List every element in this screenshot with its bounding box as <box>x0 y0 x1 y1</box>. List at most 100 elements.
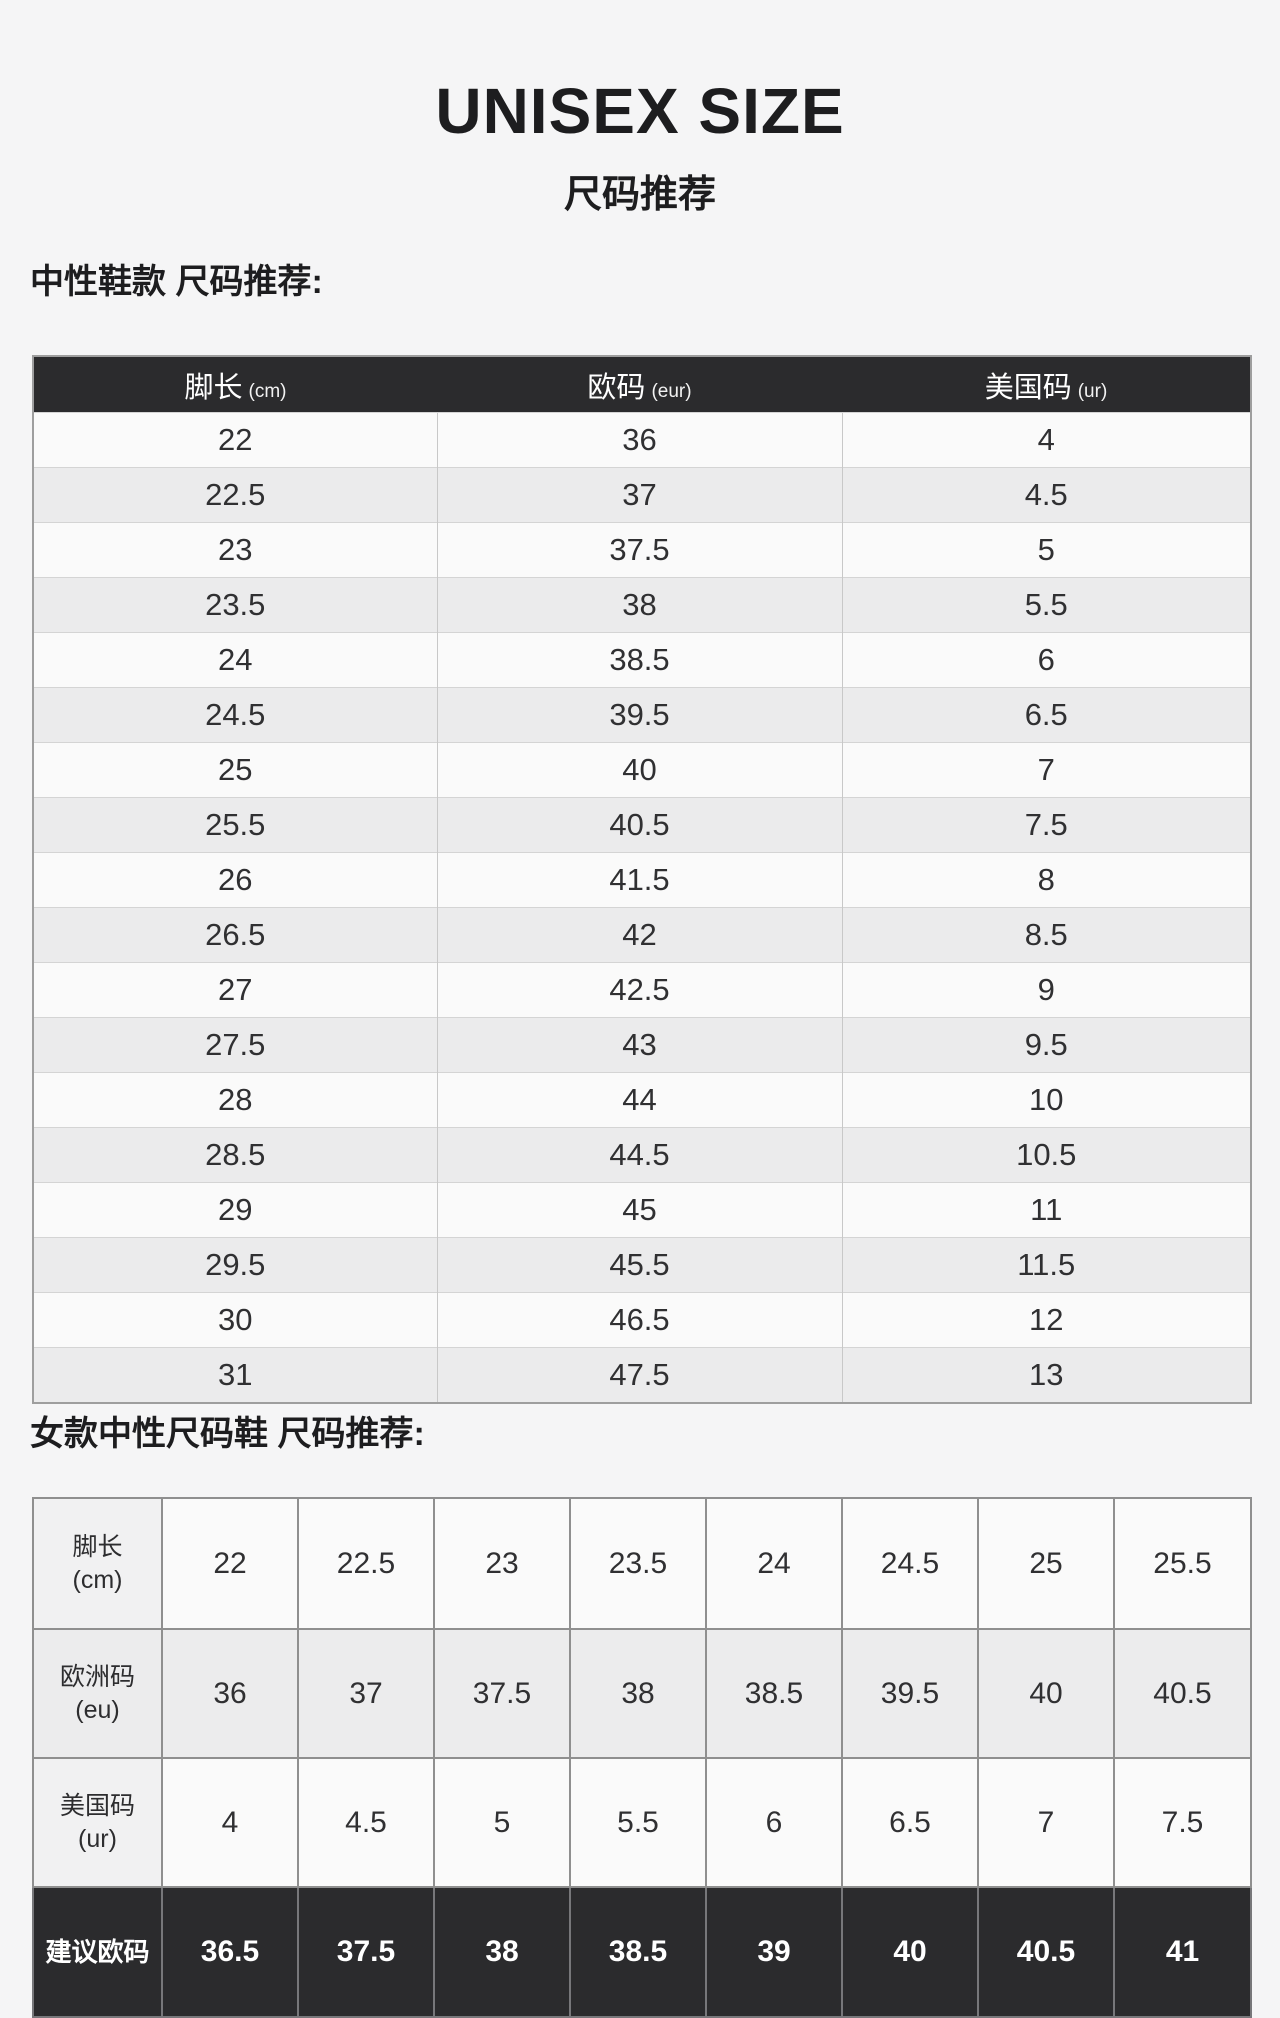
table-cell: 37 <box>436 467 842 523</box>
table-cell: 11.5 <box>841 1237 1251 1293</box>
table-cell: 9 <box>841 962 1251 1018</box>
women-table-body: 脚长 (cm) 22 22.5 23 23.5 24 24.5 25 25.5 欧洲码 (eu) 36 3… <box>32 1497 1252 2018</box>
table-cell: 11 <box>841 1182 1251 1238</box>
table-cell: 8 <box>841 852 1251 908</box>
table-row: 22.5 37 4.5 <box>33 467 1251 523</box>
table-cell: 29 <box>33 1182 437 1238</box>
column-header: 欧码 (eur) <box>437 356 842 413</box>
table-cell: 10.5 <box>841 1127 1251 1183</box>
table-cell: 40.5 <box>1113 1628 1252 1759</box>
table-cell: 6 <box>841 632 1251 688</box>
women-section-heading: 女款中性尺码鞋 尺码推荐: <box>30 1415 425 1453</box>
unisex-table-header: 脚长 (cm) 欧码 (eur) 美国码 (ur) <box>33 356 1251 413</box>
table-cell: 24 <box>33 632 437 688</box>
table-row: 28 44 10 <box>33 1072 1251 1128</box>
table-cell: 26.5 <box>33 907 437 963</box>
table-cell: 38.5 <box>705 1628 843 1759</box>
table-cell: 38.5 <box>436 632 842 688</box>
column-label: 欧码 <box>587 371 646 404</box>
table-cell: 5 <box>841 522 1251 578</box>
table-cell: 23.5 <box>569 1497 707 1630</box>
table-cell: 28.5 <box>33 1127 437 1183</box>
column-unit: (ur) <box>1077 380 1108 402</box>
table-row: 25.5 40.5 7.5 <box>33 797 1251 853</box>
table-cell: 45.5 <box>436 1237 842 1293</box>
page-title: UNISEX SIZE <box>435 75 845 147</box>
table-cell: 44 <box>436 1072 842 1128</box>
table-row: 22 36 4 <box>33 412 1251 468</box>
table-cell: 4 <box>161 1757 299 1888</box>
table-cell: 36 <box>436 412 842 468</box>
table-cell: 13 <box>841 1347 1251 1403</box>
row-unit: (cm) <box>72 1565 123 1594</box>
column-header: 美国码 (ur) <box>842 356 1251 413</box>
table-cell: 40.5 <box>977 1886 1115 2018</box>
table-cell: 37.5 <box>436 522 842 578</box>
table-cell: 38 <box>436 577 842 633</box>
table-row: 24 38.5 6 <box>33 632 1251 688</box>
table-cell: 41.5 <box>436 852 842 908</box>
women-size-table: 脚长 (cm) 22 22.5 23 23.5 24 24.5 25 25.5 欧洲码 (eu) 36 3… <box>32 1497 1252 2018</box>
table-cell: 24.5 <box>841 1497 979 1630</box>
column-unit: (cm) <box>248 380 287 402</box>
table-row: 脚长 (cm) 22 22.5 23 23.5 24 24.5 25 25.5 <box>32 1497 1252 1630</box>
table-cell: 27.5 <box>33 1017 437 1073</box>
table-row: 23 37.5 5 <box>33 522 1251 578</box>
row-header: 美国码 (ur) <box>32 1757 163 1888</box>
table-cell: 22 <box>33 412 437 468</box>
table-cell: 4 <box>841 412 1251 468</box>
table-cell: 8.5 <box>841 907 1251 963</box>
table-cell: 46.5 <box>436 1292 842 1348</box>
table-row: 美国码 (ur) 4 4.5 5 5.5 6 6.5 7 7.5 <box>32 1757 1252 1888</box>
table-row: 建议欧码 36.5 37.5 38 38.5 39 40 40.5 41 <box>32 1886 1252 2018</box>
table-row: 24.5 39.5 6.5 <box>33 687 1251 743</box>
table-cell: 42.5 <box>436 962 842 1018</box>
table-cell: 7.5 <box>1113 1757 1252 1888</box>
table-cell: 25 <box>33 742 437 798</box>
row-unit: (ur) <box>78 1824 117 1853</box>
table-cell: 10 <box>841 1072 1251 1128</box>
table-cell: 38 <box>433 1886 571 2018</box>
table-cell: 22.5 <box>297 1497 435 1630</box>
table-cell: 40 <box>436 742 842 798</box>
table-cell: 39.5 <box>436 687 842 743</box>
table-cell: 25 <box>977 1497 1115 1630</box>
table-cell: 42 <box>436 907 842 963</box>
column-unit: (eur) <box>651 380 692 402</box>
unisex-header-row: 脚长 (cm) 欧码 (eur) 美国码 (ur) <box>33 356 1251 413</box>
table-row: 27 42.5 9 <box>33 962 1251 1018</box>
table-cell: 47.5 <box>436 1347 842 1403</box>
table-cell: 23 <box>33 522 437 578</box>
table-cell: 36 <box>161 1628 299 1759</box>
table-row: 欧洲码 (eu) 36 37 37.5 38 38.5 39.5 40 40.5 <box>32 1628 1252 1759</box>
table-cell: 40 <box>977 1628 1115 1759</box>
table-row: 27.5 43 9.5 <box>33 1017 1251 1073</box>
column-label: 美国码 <box>984 371 1072 404</box>
table-cell: 37 <box>297 1628 435 1759</box>
table-row: 23.5 38 5.5 <box>33 577 1251 633</box>
table-cell: 40.5 <box>436 797 842 853</box>
table-row: 29 45 11 <box>33 1182 1251 1238</box>
table-row: 31 47.5 13 <box>33 1347 1251 1403</box>
table-cell: 23.5 <box>33 577 437 633</box>
table-cell: 40 <box>841 1886 979 2018</box>
table-cell: 23 <box>433 1497 571 1630</box>
table-cell: 7 <box>977 1757 1115 1888</box>
row-header: 建议欧码 <box>32 1886 163 2018</box>
table-cell: 12 <box>841 1292 1251 1348</box>
table-row: 29.5 45.5 11.5 <box>33 1237 1251 1293</box>
row-header: 脚长 (cm) <box>32 1497 163 1630</box>
table-cell: 31 <box>33 1347 437 1403</box>
table-cell: 43 <box>436 1017 842 1073</box>
table-cell: 22 <box>161 1497 299 1630</box>
table-cell: 39 <box>705 1886 843 2018</box>
table-cell: 5.5 <box>841 577 1251 633</box>
page-subtitle: 尺码推荐 <box>563 174 716 216</box>
table-cell: 24.5 <box>33 687 437 743</box>
table-cell: 6.5 <box>841 687 1251 743</box>
table-row: 25 40 7 <box>33 742 1251 798</box>
table-cell: 5 <box>433 1757 571 1888</box>
column-header: 脚长 (cm) <box>33 356 437 413</box>
table-cell: 28 <box>33 1072 437 1128</box>
unisex-size-table: 脚长 (cm) 欧码 (eur) 美国码 (ur) 22 36 4 22.5 37 4.5 23 37.… <box>32 355 1252 1404</box>
